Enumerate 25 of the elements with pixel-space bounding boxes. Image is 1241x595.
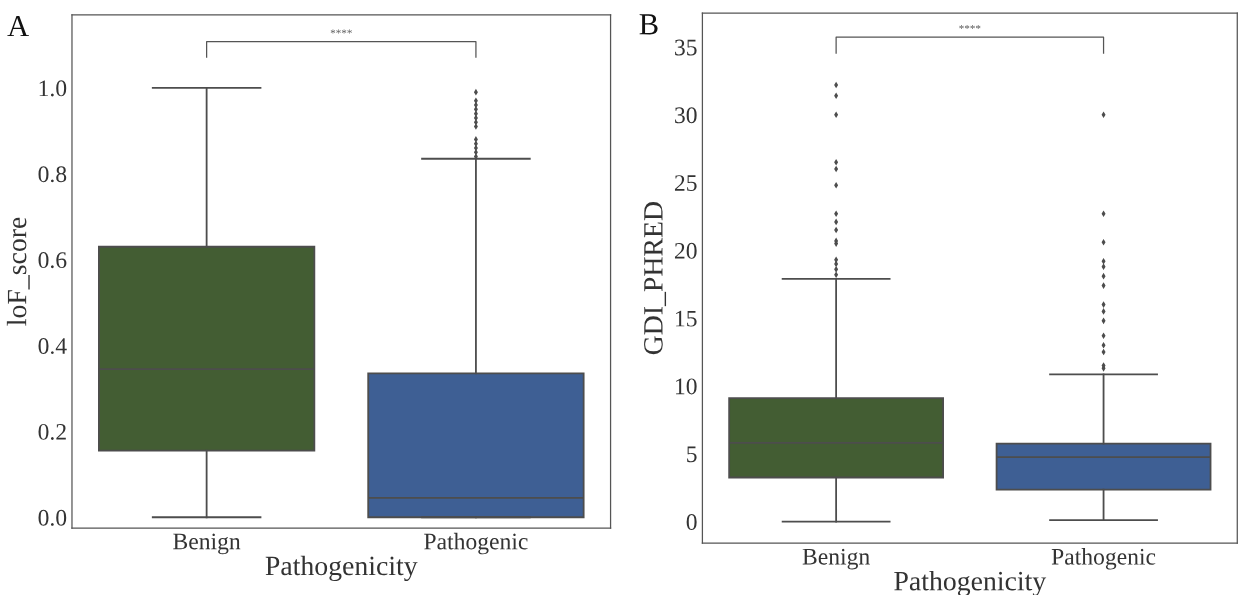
x-tick-label: Pathogenic <box>424 532 528 555</box>
annotation: **** <box>959 24 981 30</box>
x-tick-label: Benign <box>173 533 241 555</box>
chart-title: B <box>639 14 658 35</box>
annotation: **** <box>330 29 352 34</box>
y-tick-label: 10 <box>676 378 697 395</box>
y-tick-label: 1.0 <box>39 80 67 97</box>
x-tick-label: Pathogenic <box>1051 548 1156 570</box>
chart-title: A <box>7 15 29 37</box>
y-tick-label: 0.4 <box>38 338 67 355</box>
y-tick-label: 5 <box>687 446 697 463</box>
y-tick-label: 0.0 <box>38 509 67 526</box>
y-tick-label: 0.2 <box>38 423 66 440</box>
x-tick-label: Benign <box>802 548 870 570</box>
y-tick-label: 0.8 <box>38 166 67 183</box>
y-tick-label: 15 <box>676 310 697 327</box>
y-tick-label: 0.6 <box>38 252 67 269</box>
y-axis-title: loF_score <box>6 217 30 326</box>
y-tick-label: 30 <box>675 107 697 124</box>
y-tick-label: 35 <box>675 39 697 56</box>
x-axis-title: Pathogenicity <box>265 555 418 581</box>
y-tick-label: 20 <box>674 242 697 259</box>
y-tick-label: 0 <box>686 514 697 530</box>
y-axis-title: GDI_PHRED <box>644 202 667 355</box>
y-tick-label: 25 <box>674 175 697 191</box>
